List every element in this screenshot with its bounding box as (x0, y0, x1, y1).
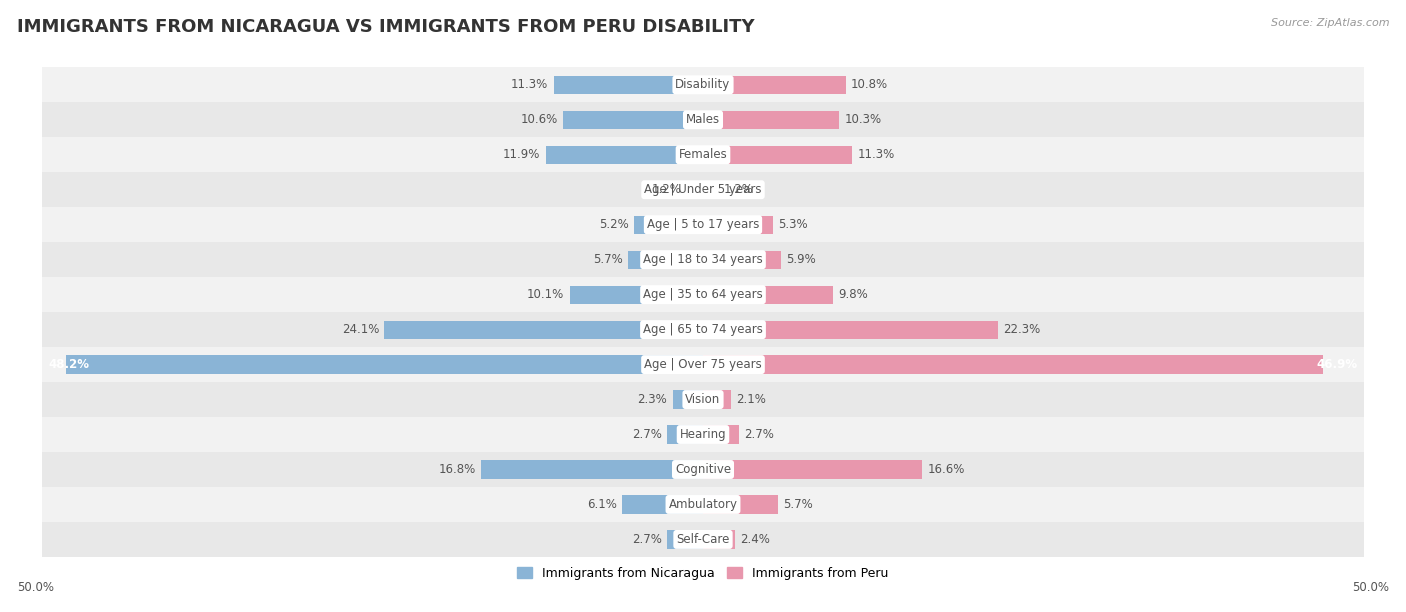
Text: 11.3%: 11.3% (512, 78, 548, 91)
Text: Males: Males (686, 113, 720, 126)
Bar (42, 347, 1364, 382)
Text: Females: Females (679, 148, 727, 161)
Bar (627, 250, 703, 269)
Bar (42, 277, 1364, 312)
Text: 5.3%: 5.3% (779, 218, 808, 231)
Text: 6.1%: 6.1% (588, 498, 617, 511)
Text: 10.1%: 10.1% (527, 288, 564, 301)
Bar (42, 172, 1364, 207)
Bar (668, 425, 703, 444)
Text: 16.6%: 16.6% (928, 463, 965, 476)
Bar (481, 460, 703, 479)
Bar (554, 76, 703, 94)
Bar (703, 250, 780, 269)
Text: 2.7%: 2.7% (744, 428, 773, 441)
Text: 10.6%: 10.6% (520, 113, 558, 126)
Text: 5.2%: 5.2% (599, 218, 628, 231)
Text: IMMIGRANTS FROM NICARAGUA VS IMMIGRANTS FROM PERU DISABILITY: IMMIGRANTS FROM NICARAGUA VS IMMIGRANTS … (17, 18, 755, 36)
Text: 11.9%: 11.9% (503, 148, 540, 161)
Text: 2.7%: 2.7% (633, 533, 662, 546)
Bar (42, 452, 1364, 487)
Text: Ambulatory: Ambulatory (668, 498, 738, 511)
Text: 16.8%: 16.8% (439, 463, 475, 476)
Text: 24.1%: 24.1% (342, 323, 380, 336)
Bar (546, 146, 703, 164)
Text: Hearing: Hearing (679, 428, 727, 441)
Text: 9.8%: 9.8% (838, 288, 868, 301)
Bar (703, 286, 832, 304)
Text: 50.0%: 50.0% (17, 581, 53, 594)
Text: Self-Care: Self-Care (676, 533, 730, 546)
Bar (703, 495, 779, 513)
Text: 1.2%: 1.2% (724, 183, 754, 196)
Bar (703, 181, 718, 199)
Text: Age | 35 to 64 years: Age | 35 to 64 years (643, 288, 763, 301)
Bar (42, 242, 1364, 277)
Bar (703, 356, 1323, 374)
Text: 5.7%: 5.7% (783, 498, 813, 511)
Text: 10.8%: 10.8% (851, 78, 889, 91)
Bar (703, 425, 738, 444)
Bar (634, 215, 703, 234)
Bar (703, 460, 922, 479)
Text: Age | Over 75 years: Age | Over 75 years (644, 358, 762, 371)
Text: 2.7%: 2.7% (633, 428, 662, 441)
Text: 5.7%: 5.7% (593, 253, 623, 266)
Bar (42, 417, 1364, 452)
Text: 2.4%: 2.4% (740, 533, 770, 546)
Bar (688, 181, 703, 199)
Text: Age | Under 5 years: Age | Under 5 years (644, 183, 762, 196)
Text: Vision: Vision (685, 393, 721, 406)
Text: Age | 5 to 17 years: Age | 5 to 17 years (647, 218, 759, 231)
Bar (66, 356, 703, 374)
Text: 11.3%: 11.3% (858, 148, 894, 161)
Bar (562, 111, 703, 129)
Bar (703, 146, 852, 164)
Bar (703, 215, 773, 234)
Bar (384, 321, 703, 338)
Bar (42, 522, 1364, 557)
Bar (668, 531, 703, 548)
Bar (623, 495, 703, 513)
Bar (703, 321, 998, 338)
Text: Disability: Disability (675, 78, 731, 91)
Bar (672, 390, 703, 409)
Text: 10.3%: 10.3% (845, 113, 882, 126)
Text: 50.0%: 50.0% (1353, 581, 1389, 594)
Text: 5.9%: 5.9% (786, 253, 815, 266)
Bar (42, 137, 1364, 172)
Text: Age | 18 to 34 years: Age | 18 to 34 years (643, 253, 763, 266)
Bar (569, 286, 703, 304)
Bar (703, 76, 846, 94)
Text: 46.9%: 46.9% (1316, 358, 1357, 371)
Text: Age | 65 to 74 years: Age | 65 to 74 years (643, 323, 763, 336)
Bar (42, 102, 1364, 137)
Bar (42, 487, 1364, 522)
Bar (42, 312, 1364, 347)
Text: Cognitive: Cognitive (675, 463, 731, 476)
Bar (42, 207, 1364, 242)
Text: 2.1%: 2.1% (737, 393, 766, 406)
Text: Source: ZipAtlas.com: Source: ZipAtlas.com (1271, 18, 1389, 28)
Text: 1.2%: 1.2% (652, 183, 682, 196)
Bar (703, 111, 839, 129)
Bar (703, 531, 735, 548)
Bar (42, 67, 1364, 102)
Legend: Immigrants from Nicaragua, Immigrants from Peru: Immigrants from Nicaragua, Immigrants fr… (512, 562, 894, 585)
Text: 2.3%: 2.3% (637, 393, 668, 406)
Bar (703, 390, 731, 409)
Text: 48.2%: 48.2% (49, 358, 90, 371)
Bar (42, 382, 1364, 417)
Text: 22.3%: 22.3% (1002, 323, 1040, 336)
